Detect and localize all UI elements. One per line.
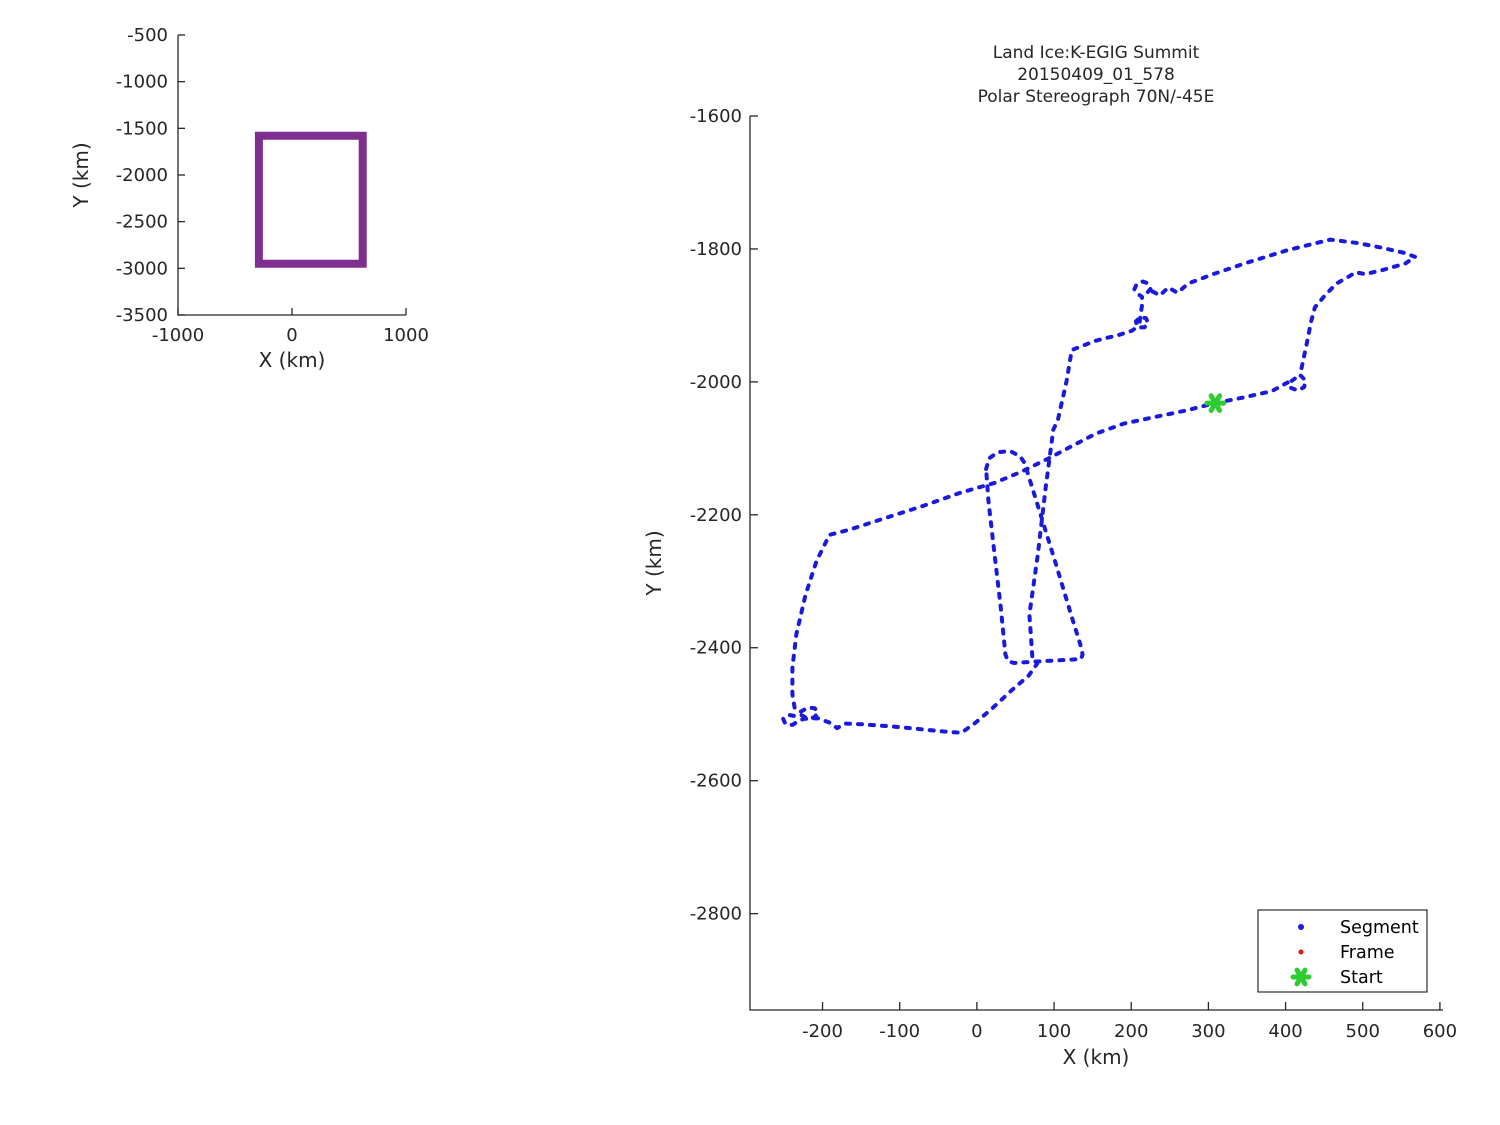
segment-track-path [781, 237, 1418, 735]
overview-x-axis-label: X (km) [259, 348, 326, 372]
main-y-tick-label: -1800 [690, 239, 742, 260]
main-x-tick-label: 500 [1346, 1021, 1380, 1042]
legend-item-start: Start [1340, 968, 1383, 988]
overview-y-tick-label: -2000 [116, 165, 168, 186]
main-title-line-1: Land Ice:K-EGIG Summit [993, 43, 1200, 63]
main-x-tick-label: 0 [971, 1021, 982, 1042]
main-y-tick-label: -2800 [690, 904, 742, 925]
main-x-tick-label: 300 [1191, 1021, 1225, 1042]
overview-x-tick-label: 0 [286, 325, 297, 346]
main-y-axis-label: Y (km) [642, 530, 666, 596]
main-x-tick-label: 400 [1268, 1021, 1302, 1042]
main-axes: -200 -100 0 100 200 300 400 500 600 -1600 -1800 -20… [690, 106, 1457, 1042]
main-series [781, 237, 1418, 735]
start-marker [1204, 393, 1227, 414]
overview-x-tick-label: -1000 [152, 325, 204, 346]
overview-y-tick-label: -3500 [116, 305, 168, 326]
overview-y-axis-label: Y (km) [69, 142, 93, 208]
main-y-tick-label: -2400 [690, 638, 742, 659]
overview-y-tick-label: -500 [127, 25, 168, 46]
main-legend-markers [1290, 924, 1312, 987]
legend-marker-start-arm [1294, 967, 1308, 987]
legend-box [1257, 909, 1428, 993]
main-y-tick-label: -2600 [690, 771, 742, 792]
legend-marker-start [1290, 967, 1312, 987]
main-y-tick-label: -2200 [690, 505, 742, 526]
main-x-axis-label: X (km) [1063, 1045, 1130, 1069]
main-x-tick-label: -100 [879, 1021, 920, 1042]
main-x-tick-label: 600 [1423, 1021, 1457, 1042]
legend-item-segment: Segment [1340, 918, 1419, 938]
overview-series [254, 131, 367, 268]
overview-y-tick-label: -2500 [116, 212, 168, 233]
main-spines [749, 116, 1443, 1011]
main-y-tick-label: -2000 [690, 372, 742, 393]
main-y-tick-label: -1600 [690, 106, 742, 127]
overview-spines [177, 35, 406, 316]
main-x-tick-label: -200 [802, 1021, 843, 1042]
racetrack-loop-path [984, 449, 1085, 665]
legend-item-frame: Frame [1340, 943, 1395, 963]
overview-y-tick-label: -1000 [116, 72, 168, 93]
main-title-line-2: 20150409_01_578 [1017, 65, 1175, 85]
main-title-line-3: Polar Stereograph 70N/-45E [978, 87, 1215, 107]
overview-axes: -1000 0 1000 -500 -1000 -1500 -2000 -2500 -3000 -… [116, 25, 429, 346]
legend-marker-frame-dot [1298, 949, 1304, 955]
overview-x-tick-label: 1000 [383, 325, 429, 346]
overview-y-tick-label: -3000 [116, 258, 168, 279]
legend-marker-segment-dot [1298, 924, 1304, 930]
start-marker-arm [1208, 393, 1223, 414]
overview-y-tick-label: -1500 [116, 118, 168, 139]
legend: Segment Frame Start [1257, 909, 1428, 993]
main-x-tick-label: 200 [1114, 1021, 1148, 1042]
main-x-tick-label: 100 [1037, 1021, 1071, 1042]
coverage-box-path [254, 131, 367, 268]
